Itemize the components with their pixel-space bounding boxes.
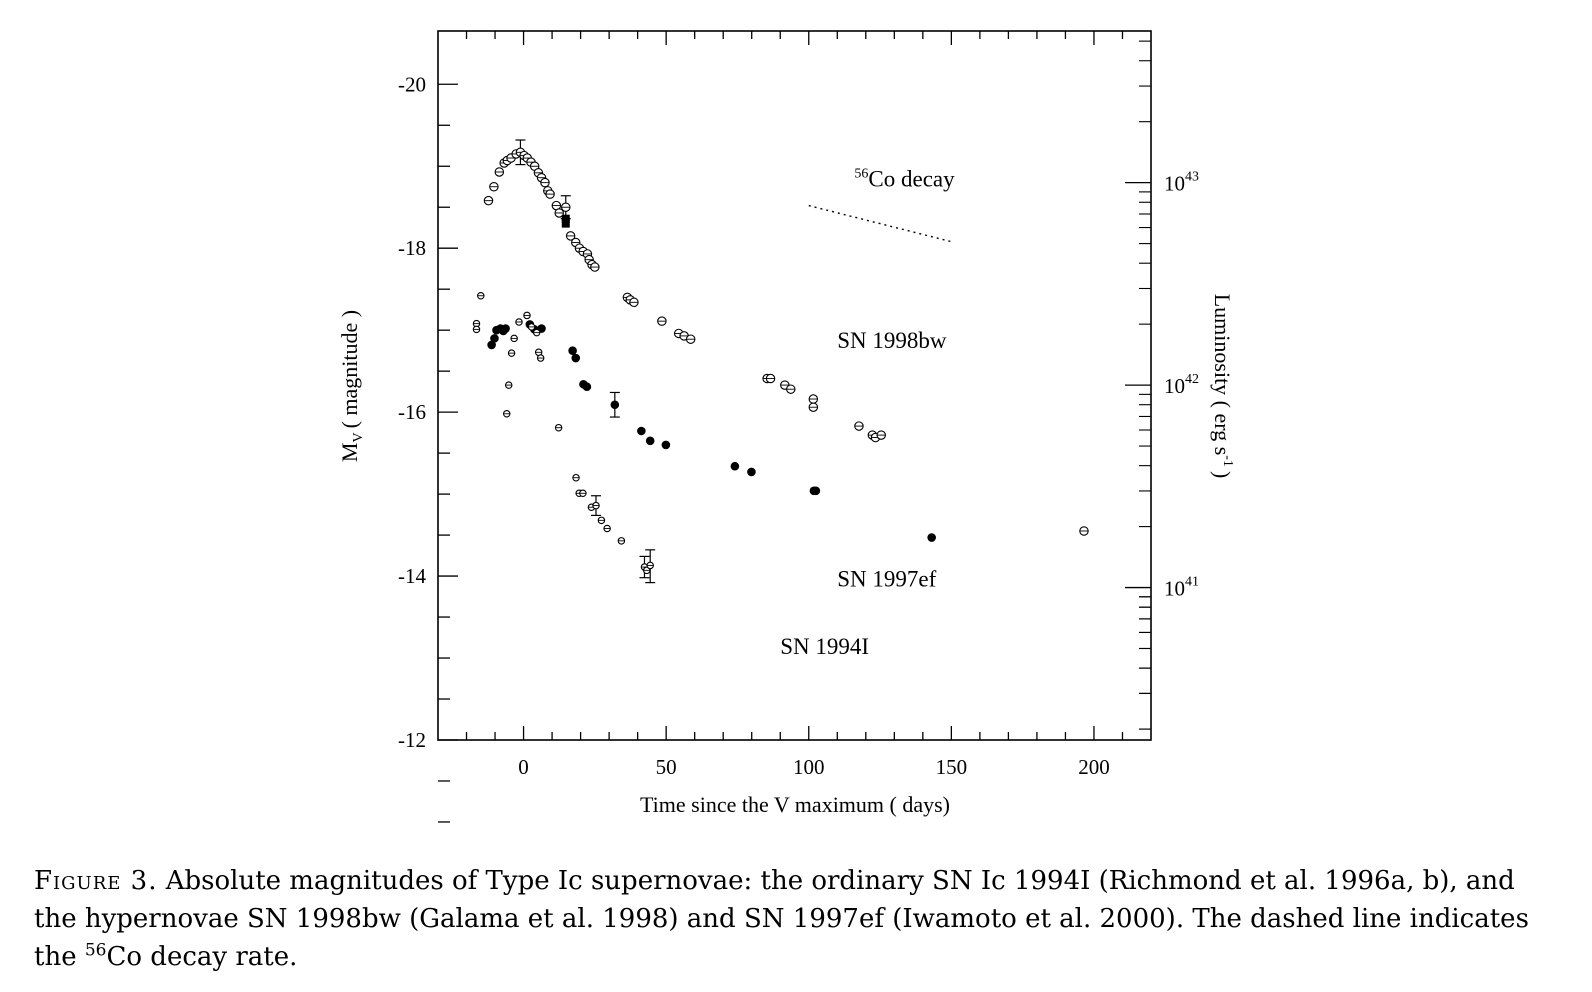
x-tick-label: 150 bbox=[936, 755, 968, 779]
point-sn-1997ef bbox=[501, 324, 510, 333]
y-left-label-rest: ( magnitude ) bbox=[337, 310, 362, 429]
y-left-axis-label: MV ( magnitude ) bbox=[337, 310, 366, 462]
y-left-tick-labels: -20 -18 -16 -14 -12 bbox=[398, 72, 426, 752]
y-right-label-sup: -1 bbox=[1220, 455, 1235, 467]
figure-caption: Figure 3. Absolute magnitudes of Type Ic… bbox=[34, 862, 1564, 976]
point-sn-1997ef bbox=[610, 400, 620, 410]
y-right-label-end: ) bbox=[1210, 471, 1235, 478]
y-right-label-main: Luminosity ( erg s bbox=[1210, 294, 1235, 456]
y-right-tick-exp: 43 bbox=[1185, 170, 1199, 185]
point-sn-1997ef bbox=[927, 533, 936, 542]
annotation-label: SN 1998bw bbox=[837, 328, 947, 353]
point-sn-1997ef bbox=[747, 467, 756, 477]
y-right-tick-exp: 41 bbox=[1185, 575, 1199, 590]
y-right-tick-base: 10 bbox=[1164, 577, 1185, 601]
annotation-sup: 56 bbox=[854, 167, 868, 182]
y-tick-label: -12 bbox=[398, 728, 426, 752]
axis-ticks bbox=[438, 31, 1151, 823]
x-tick-label: 100 bbox=[793, 755, 825, 779]
caption-text-2: Co decay rate. bbox=[106, 942, 298, 972]
error-bars bbox=[515, 139, 656, 584]
point-filled-square bbox=[561, 214, 570, 223]
y-left-label-sub: V bbox=[351, 432, 366, 442]
y-tick-label: -16 bbox=[398, 400, 426, 424]
data-points bbox=[472, 147, 1089, 575]
supernova-light-curve-chart: 0 50 100 150 200 -20-18-16-14-12 10431042104… bbox=[337, 30, 1235, 823]
y-right-tick-label: 1041 bbox=[1164, 575, 1199, 601]
point-sn-1997ef bbox=[637, 426, 646, 436]
y-tick-label: -18 bbox=[398, 236, 426, 260]
annotation-label: 56Co decay bbox=[854, 167, 955, 192]
y-tick-label: -20 bbox=[398, 72, 426, 96]
annotation-label: SN 1994I bbox=[780, 634, 869, 659]
point-sn-1997ef bbox=[571, 353, 581, 363]
caption-sup: 56 bbox=[84, 940, 107, 961]
figure-label: Figure 3. bbox=[34, 866, 158, 896]
point-sn-1997ef bbox=[811, 486, 821, 496]
point-filled-square bbox=[561, 219, 570, 228]
y-right-tick-label: 1042 bbox=[1164, 372, 1199, 398]
point-sn-1997ef bbox=[490, 334, 499, 343]
y-tick-label: -14 bbox=[398, 564, 426, 588]
y-left-label-main: M bbox=[337, 443, 362, 463]
x-tick-label: 50 bbox=[656, 755, 677, 779]
y-right-tick-label: 1043 bbox=[1164, 170, 1199, 196]
y-right-tick-base: 10 bbox=[1164, 172, 1185, 196]
x-axis-label: Time since the V maximum ( days) bbox=[640, 792, 950, 817]
point-sn-1997ef bbox=[568, 346, 577, 355]
point-sn-1997ef bbox=[582, 382, 592, 392]
y-right-axis-label: Luminosity ( erg s-1) bbox=[1210, 294, 1235, 479]
annotations: 56Co decay SN 1998bw SN 1997ef SN 1994I bbox=[780, 167, 955, 659]
annotation-main: Co decay bbox=[868, 167, 955, 192]
x-tick-label: 0 bbox=[518, 755, 529, 779]
point-sn-1997ef bbox=[730, 461, 740, 471]
y-right-tick-base: 10 bbox=[1164, 374, 1185, 398]
caption-text-1: Absolute magnitudes of Type Ic supernova… bbox=[34, 866, 1529, 972]
annotation-label: SN 1997ef bbox=[837, 567, 936, 592]
co-decay-line bbox=[808, 204, 952, 243]
x-tick-labels: 0 50 100 150 200 bbox=[518, 755, 1109, 779]
point-sn-1997ef bbox=[645, 436, 655, 446]
x-tick-label: 200 bbox=[1078, 755, 1110, 779]
point-sn-1997ef bbox=[661, 440, 671, 450]
y-right-tick-exp: 42 bbox=[1185, 372, 1199, 387]
